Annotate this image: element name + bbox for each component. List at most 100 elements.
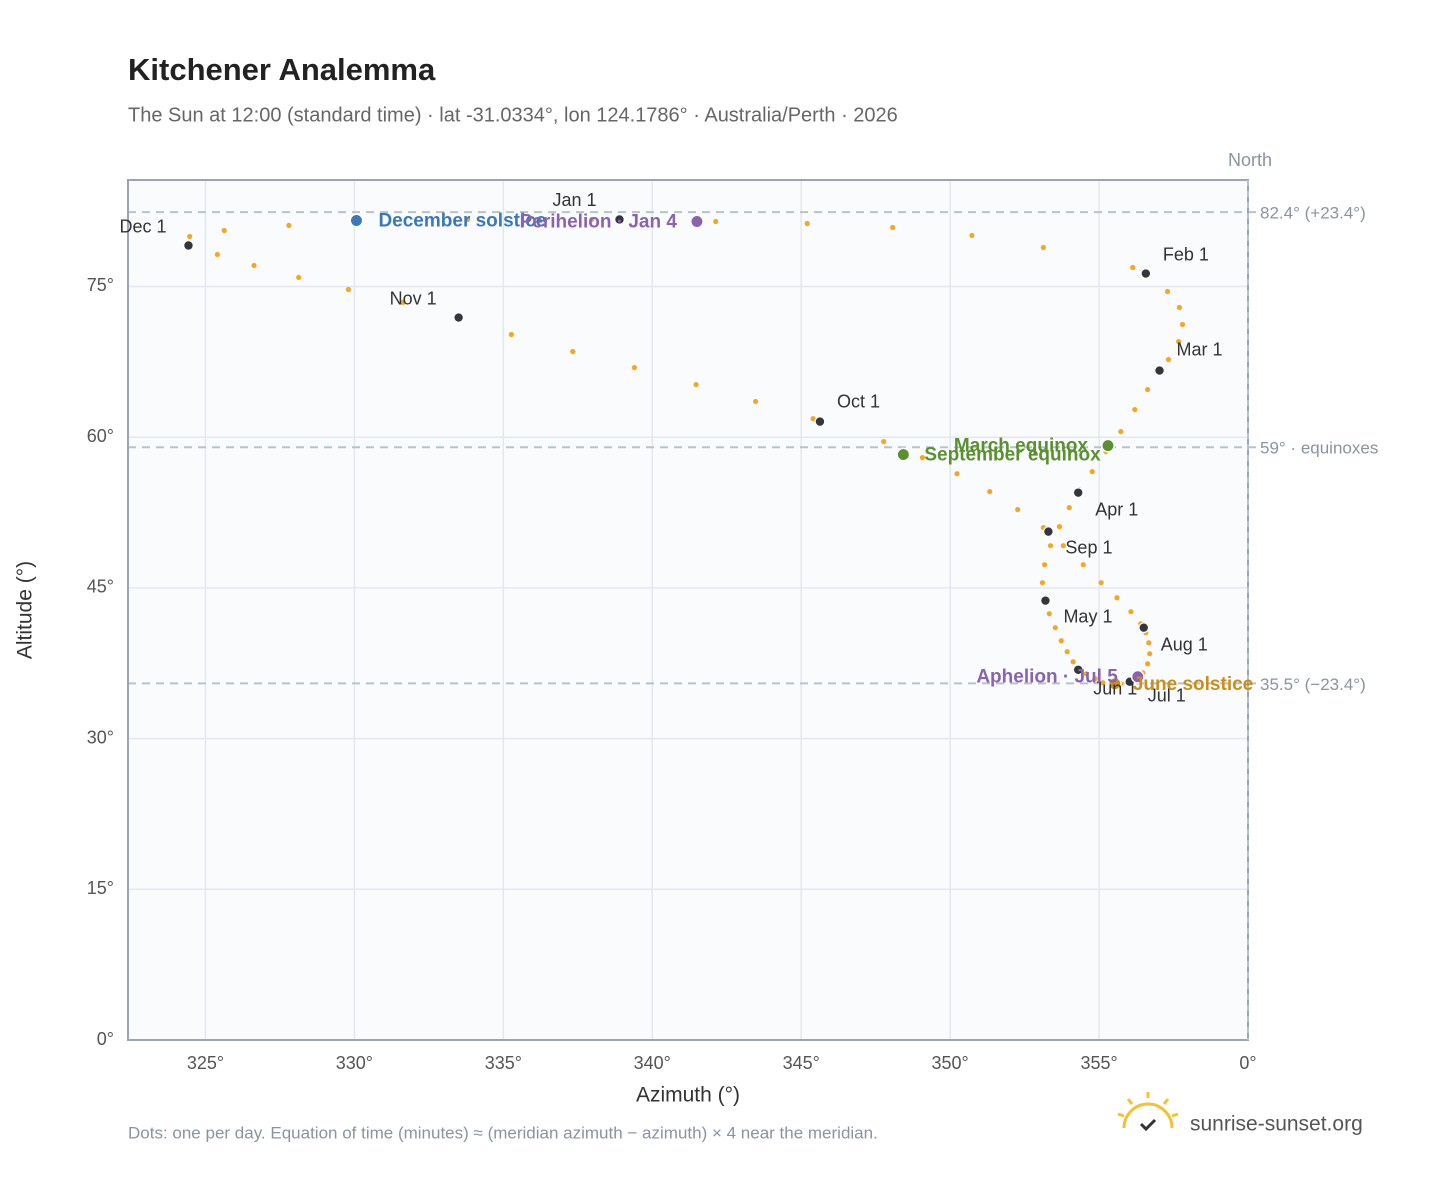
event-label: September equinox — [924, 445, 1101, 466]
brand: sunrise-sunset.org — [1190, 1113, 1363, 1136]
reference-label: 35.5° (−23.4°) — [1260, 675, 1366, 694]
daily-dot — [1089, 469, 1095, 475]
month-label: Jun 1 — [1093, 679, 1137, 699]
month-label: Aug 1 — [1161, 634, 1208, 654]
daily-dot — [890, 224, 896, 231]
reference-label: 59° · equinoxes — [1260, 439, 1378, 458]
month-label: Dec 1 — [119, 216, 166, 236]
daily-dot — [1040, 244, 1046, 251]
daily-dot — [987, 489, 993, 495]
daily-dot — [345, 286, 352, 293]
daily-dot — [1176, 304, 1183, 311]
x-tick-label: 355° — [1080, 1053, 1117, 1073]
x-tick-label: 335° — [485, 1053, 522, 1073]
month-dot — [1043, 526, 1054, 538]
y-axis-label: Altitude (°) — [14, 561, 37, 659]
month-dot — [1138, 622, 1150, 634]
daily-dot — [286, 222, 292, 229]
month-label: Mar 1 — [1177, 339, 1223, 359]
y-tick-label: 75° — [87, 275, 114, 295]
daily-dot — [1145, 386, 1151, 393]
daily-dot — [881, 439, 887, 445]
month-label: Jan 1 — [552, 190, 596, 210]
daily-dot — [753, 398, 759, 405]
daily-dot — [954, 471, 960, 477]
daily-dot — [1145, 661, 1151, 667]
chart-subtitle: The Sun at 12:00 (standard time) · lat -… — [128, 104, 898, 126]
event-dot — [1107, 676, 1122, 691]
daily-dot — [1130, 264, 1136, 271]
daily-dot — [969, 232, 975, 239]
daily-dot — [713, 218, 719, 225]
daily-dot — [1041, 562, 1048, 568]
event-dot — [689, 214, 704, 229]
event-dot — [896, 447, 911, 462]
month-dot — [614, 214, 625, 225]
y-tick-label: 15° — [87, 878, 114, 898]
daily-dot — [1118, 428, 1124, 435]
month-label: Apr 1 — [1095, 499, 1138, 519]
daily-dot — [589, 216, 595, 223]
y-tick-label: 0° — [97, 1029, 114, 1049]
daily-dot — [1128, 609, 1134, 615]
daily-dot — [187, 233, 193, 240]
daily-dot — [1175, 338, 1182, 345]
event-dot — [1130, 669, 1145, 684]
daily-dot — [1100, 680, 1106, 686]
x-tick-label: 0° — [1239, 1053, 1256, 1073]
x-axis-label: Azimuth (°) — [636, 1084, 740, 1107]
corner-label: North — [1228, 150, 1272, 170]
daily-dot — [1092, 676, 1098, 682]
month-dot — [1140, 268, 1152, 279]
daily-dot — [214, 251, 220, 258]
x-tick-label: 340° — [634, 1053, 671, 1073]
event-label: June solstice — [1133, 674, 1253, 695]
chart-title: Kitchener Analemma — [128, 52, 436, 87]
daily-dot — [1015, 507, 1021, 513]
month-label: Nov 1 — [390, 288, 437, 308]
daily-dot — [1080, 562, 1086, 568]
daily-dot — [810, 416, 816, 422]
daily-dot — [693, 381, 699, 388]
daily-dot — [1060, 543, 1066, 549]
event-label: December solstice — [378, 211, 546, 232]
daily-dot — [1066, 505, 1072, 511]
daily-dot — [1064, 649, 1070, 655]
month-dot — [1072, 664, 1084, 676]
reference-label: 82.4° (+23.4°) — [1260, 204, 1366, 223]
daily-dot — [1147, 651, 1153, 657]
month-dot — [1040, 595, 1051, 607]
month-dot — [1072, 487, 1084, 499]
daily-dot — [1114, 595, 1120, 601]
daily-dot — [1179, 321, 1186, 328]
x-tick-label: 330° — [336, 1053, 373, 1073]
y-tick-label: 45° — [87, 577, 114, 597]
month-label: Oct 1 — [837, 391, 880, 411]
daily-dot — [400, 299, 406, 306]
daily-dot — [1058, 638, 1064, 644]
brand-logo — [1117, 1092, 1179, 1132]
footnote: Dots: one per day. Equation of time (min… — [128, 1123, 878, 1142]
daily-dot — [1039, 580, 1046, 586]
month-label: May 1 — [1063, 606, 1112, 626]
month-label: Sep 1 — [1065, 537, 1112, 557]
event-label: March equinox — [954, 436, 1089, 457]
month-label: Jul 1 — [1148, 685, 1186, 705]
month-dot — [183, 240, 194, 251]
daily-dot — [296, 274, 302, 281]
daily-dot — [570, 348, 576, 355]
month-dot — [1154, 365, 1165, 376]
plot-area — [128, 180, 1248, 1040]
daily-dot — [631, 364, 637, 371]
daily-dot — [1056, 524, 1063, 530]
daily-dot — [1046, 611, 1052, 617]
daily-dot — [919, 454, 926, 461]
x-tick-label: 345° — [783, 1053, 820, 1073]
y-tick-label: 30° — [87, 727, 114, 747]
event-label: Aphelion · Jul 5 — [976, 667, 1118, 688]
daily-dot — [1083, 671, 1089, 677]
daily-dot — [1146, 640, 1152, 646]
daily-dot — [1052, 625, 1058, 631]
daily-dot — [464, 216, 471, 223]
